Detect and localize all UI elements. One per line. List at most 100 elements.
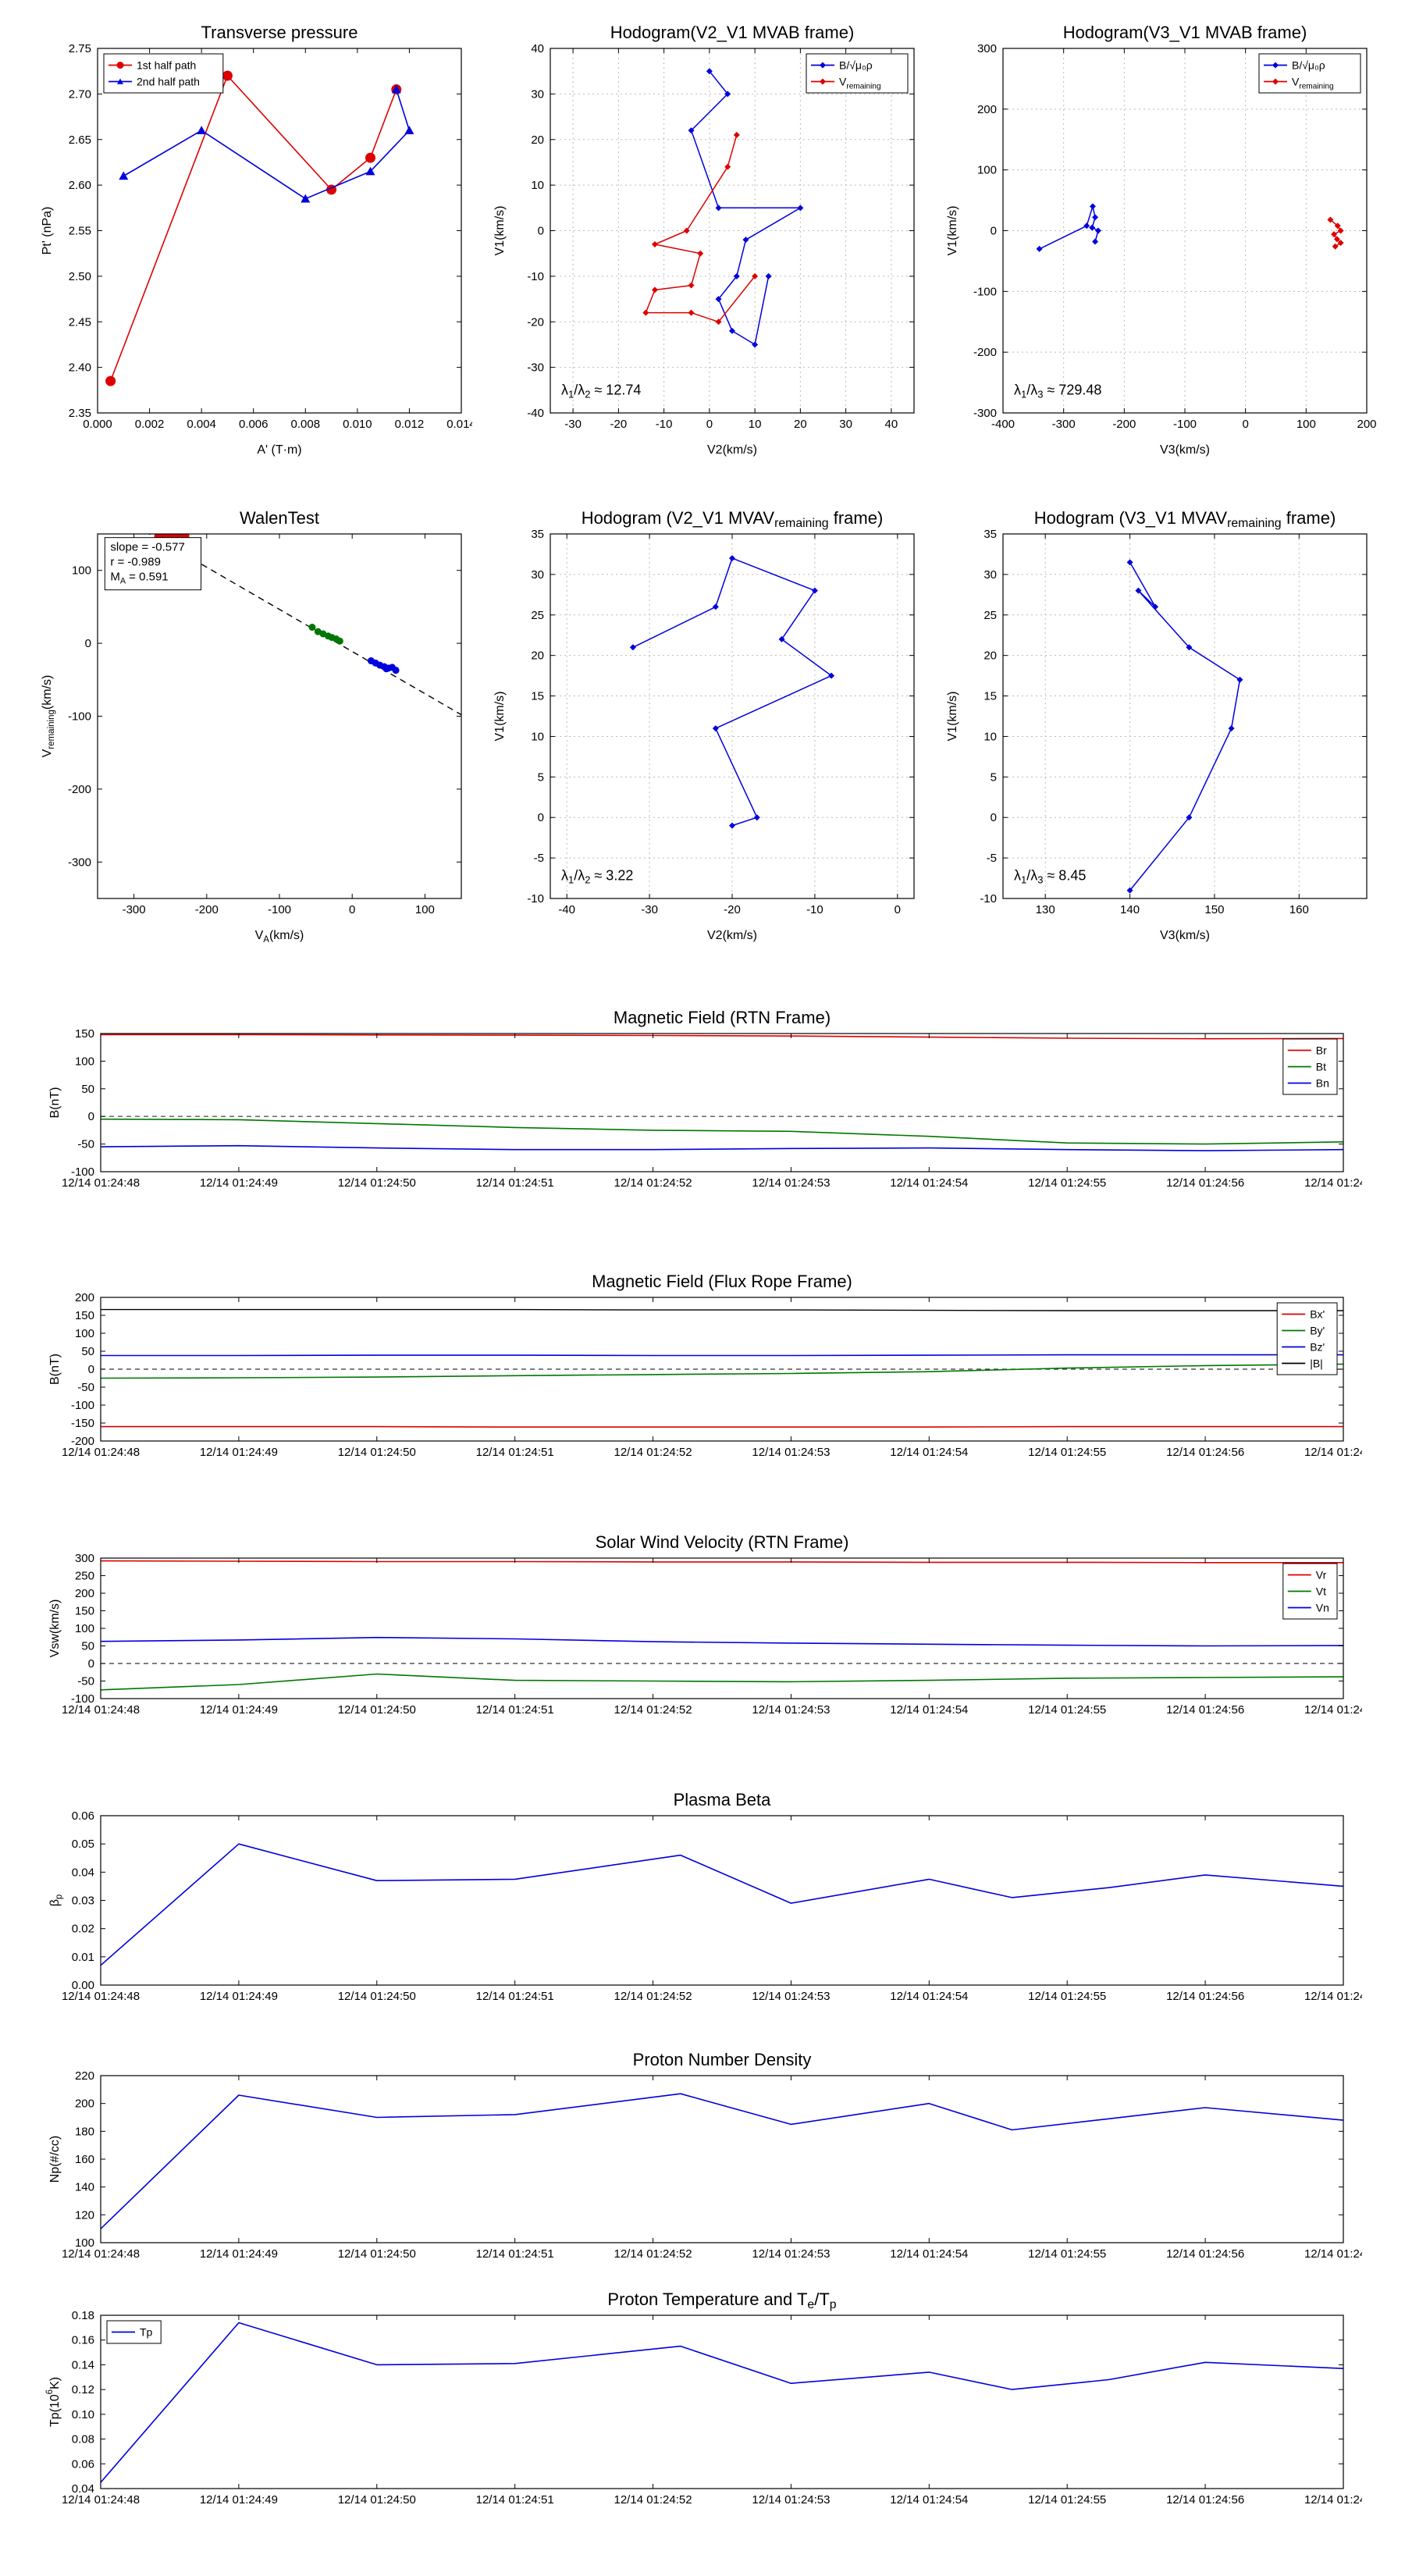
svg-text:12/14 01:24:50: 12/14 01:24:50 [338,1176,416,1190]
solar-wind-velocity-chart: 12/14 01:24:48 12/14 01:24:49 12/14 01:24:… [48,1532,1362,1717]
svg-text:0: 0 [991,811,997,824]
svg-text:12/14 01:24:57: 12/14 01:24:57 [1304,1446,1362,1459]
svg-text:0.010: 0.010 [343,418,372,431]
svg-text:12/14 01:24:55: 12/14 01:24:55 [1028,2493,1106,2507]
svg-text:12/14 01:24:55: 12/14 01:24:55 [1028,1446,1106,1459]
svg-text:12/14 01:24:51: 12/14 01:24:51 [476,1703,554,1717]
svg-text:12/14 01:24:51: 12/14 01:24:51 [476,1176,554,1190]
svg-text:10: 10 [531,179,544,192]
series [101,1034,1343,1151]
svg-text:V3(km/s): V3(km/s) [1160,929,1210,942]
hodogram-v3v1-mvab-chart: -400 -300 -200 -100 0 100 200-300-200-10001002… [946,23,1377,457]
svg-text:0.008: 0.008 [291,418,321,431]
svg-text:12/14 01:24:49: 12/14 01:24:49 [200,2247,278,2261]
svg-text:B(nT): B(nT) [48,1354,62,1385]
svg-text:0.12: 0.12 [72,2383,94,2396]
svg-text:300: 300 [75,1552,94,1565]
svg-text:0.05: 0.05 [72,1838,94,1851]
svg-text:150: 150 [1204,903,1224,916]
svg-text:0.04: 0.04 [72,2482,94,2496]
svg-text:2.65: 2.65 [69,133,91,147]
svg-text:-10: -10 [527,892,544,906]
svg-text:0.00: 0.00 [72,1979,94,1992]
svg-text:-30: -30 [641,903,658,916]
svg-text:0: 0 [349,903,355,916]
chart-title: Solar Wind Velocity (RTN Frame) [596,1532,849,1552]
svg-text:100: 100 [75,1055,94,1068]
svg-text:12/14 01:24:50: 12/14 01:24:50 [338,1990,416,2003]
svg-text:100: 100 [72,564,91,578]
axes: 12/14 01:24:48 12/14 01:24:49 12/14 01:24:… [48,1291,1362,1459]
walen-test-chart: -300 -200 -100 0 100 -300 -200 -100 0 100 VA(km/s)… [41,508,462,945]
svg-text:-50: -50 [77,1381,94,1394]
svg-text:200: 200 [977,103,997,116]
svg-text:-400: -400 [991,418,1015,431]
svg-text:12/14 01:24:52: 12/14 01:24:52 [614,1990,692,2003]
svg-text:300: 300 [977,42,997,55]
svg-text:12/14 01:24:54: 12/14 01:24:54 [890,1990,968,2003]
legend: B/√μ₀ρ Vremaining [1258,53,1361,94]
svg-text:25: 25 [531,609,544,622]
svg-text:0.16: 0.16 [72,2334,94,2347]
svg-text:Vn: Vn [1316,1602,1329,1614]
svg-text:160: 160 [1289,903,1309,916]
svg-text:20: 20 [794,418,807,431]
svg-text:Vremaining(km/s): Vremaining(km/s) [41,675,56,758]
svg-text:12/14 01:24:57: 12/14 01:24:57 [1304,2247,1362,2261]
svg-text:50: 50 [81,1640,94,1653]
svg-text:V2(km/s): V2(km/s) [707,443,757,457]
svg-text:1st half path: 1st half path [137,59,196,72]
svg-text:12/14 01:24:54: 12/14 01:24:54 [890,2493,968,2507]
svg-text:0: 0 [538,811,544,824]
hodogram-v2v1-mvav-chart: -40 -30 -20 -10 0 -10 -5 0 5 10 15 20 25 30 35 V2(km/s)… [493,508,915,942]
svg-text:30: 30 [839,418,852,431]
hodogram-v2v1-mvab-chart: -30 -20 -10 0 10 20 30 40 -40 -30 -20 -10 0 10 20 30 40 V… [493,23,915,457]
svg-text:12/14 01:24:56: 12/14 01:24:56 [1166,1446,1244,1459]
svg-text:35: 35 [531,528,544,541]
svg-text:0.04: 0.04 [72,1866,94,1879]
svg-text:12/14 01:24:48: 12/14 01:24:48 [62,1446,140,1459]
svg-text:B/√μ₀ρ: B/√μ₀ρ [839,59,873,72]
series [1126,559,1243,894]
svg-text:0.03: 0.03 [72,1895,94,1908]
svg-text:12/14 01:24:54: 12/14 01:24:54 [890,1446,968,1459]
svg-text:40: 40 [531,42,544,55]
chart-title: Transverse pressure [201,23,358,42]
svg-text:12/14 01:24:55: 12/14 01:24:55 [1028,1176,1106,1190]
series [101,1843,1343,1966]
svg-text:-40: -40 [558,903,575,916]
svg-text:12/14 01:24:55: 12/14 01:24:55 [1028,1990,1106,2003]
hodogram-v3v1-mvav-chart: 130 140 150 160 -10 -5 0 5 10 15 20 25 30 35 V3(km/s) V… [946,508,1368,942]
svg-text:100: 100 [415,903,435,916]
svg-text:-300: -300 [973,407,997,420]
svg-text:-10: -10 [806,903,823,916]
svg-text:MA = 0.591: MA = 0.591 [110,571,168,586]
svg-text:12/14 01:24:53: 12/14 01:24:53 [752,2247,830,2261]
svg-text:40: 40 [885,418,898,431]
svg-text:12/14 01:24:53: 12/14 01:24:53 [752,1176,830,1190]
svg-text:100: 100 [75,1327,94,1340]
svg-text:30: 30 [984,568,997,582]
svg-text:12/14 01:24:50: 12/14 01:24:50 [338,1703,416,1717]
chart-title: Hodogram(V2_V1 MVAB frame) [610,23,855,42]
svg-text:12/14 01:24:53: 12/14 01:24:53 [752,1990,830,2003]
svg-text:10: 10 [749,418,762,431]
svg-text:0: 0 [88,1363,94,1376]
svg-text:10: 10 [984,730,997,743]
svg-text:12/14 01:24:52: 12/14 01:24:52 [614,1703,692,1717]
svg-text:50: 50 [81,1345,94,1358]
svg-text:V3(km/s): V3(km/s) [1160,443,1210,457]
svg-text:-300: -300 [1052,418,1076,431]
svg-text:r = -0.989: r = -0.989 [110,556,161,569]
svg-text:Bz': Bz' [1310,1341,1325,1354]
svg-text:-5: -5 [987,852,997,865]
svg-text:λ1/λ2 ≈ 12.74: λ1/λ2 ≈ 12.74 [561,382,641,400]
svg-text:150: 150 [75,1605,94,1618]
svg-text:160: 160 [75,2153,94,2166]
svg-text:V2(km/s): V2(km/s) [707,929,757,942]
svg-text:20: 20 [984,649,997,663]
svg-text:-50: -50 [77,1138,94,1151]
svg-text:100: 100 [75,2236,94,2250]
svg-text:100: 100 [1297,418,1316,431]
svg-text:0: 0 [895,903,901,916]
